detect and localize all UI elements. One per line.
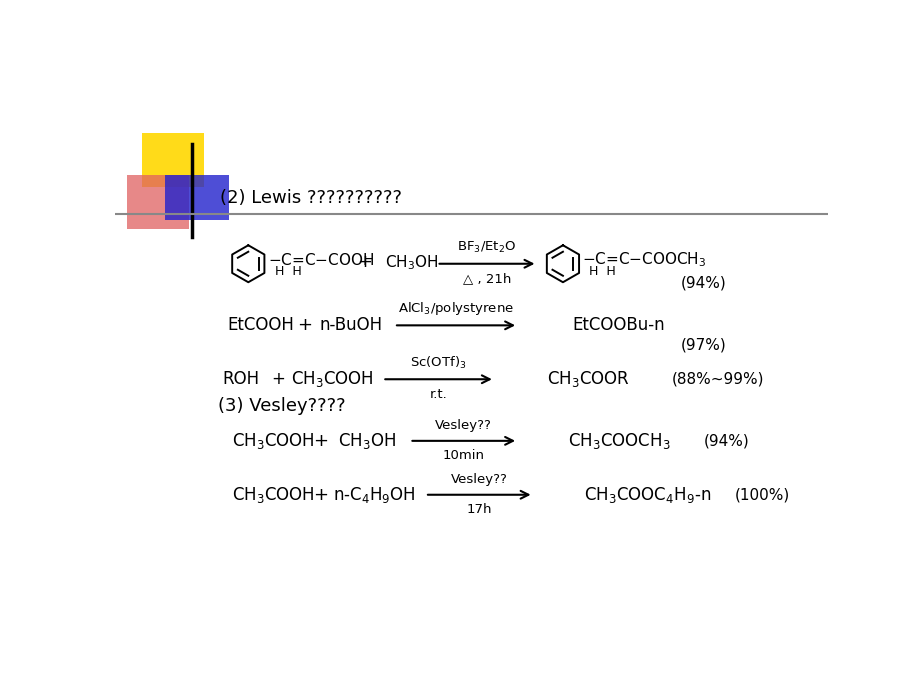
Text: CH$_3$COOCH$_3$: CH$_3$COOCH$_3$ (568, 431, 670, 451)
Text: 17h: 17h (466, 503, 492, 516)
Text: n-C$_4$H$_9$OH: n-C$_4$H$_9$OH (333, 485, 415, 505)
Text: ROH: ROH (222, 371, 259, 388)
Text: Vesley??: Vesley?? (435, 420, 492, 433)
Text: EtCOOBu-n: EtCOOBu-n (572, 316, 664, 335)
Bar (127, 175, 188, 229)
Text: r.t.: r.t. (429, 388, 447, 401)
Text: Vesley??: Vesley?? (450, 473, 507, 486)
Text: △ , 21h: △ , 21h (462, 273, 511, 285)
Text: +: + (312, 486, 327, 504)
Text: EtCOOH: EtCOOH (227, 316, 294, 335)
Text: CH$_3$COOH: CH$_3$COOH (233, 431, 315, 451)
Text: AlCl$_3$/polystyrene: AlCl$_3$/polystyrene (398, 300, 514, 317)
Text: +: + (270, 371, 284, 388)
Text: (100%): (100%) (734, 487, 789, 502)
Text: (97%): (97%) (680, 337, 726, 352)
Text: n-BuOH: n-BuOH (320, 316, 382, 335)
Text: +: + (357, 253, 371, 271)
Text: 10min: 10min (442, 449, 484, 462)
Text: BF$_3$/Et$_2$O: BF$_3$/Et$_2$O (457, 240, 516, 255)
Bar (165, 175, 229, 220)
Text: (94%): (94%) (703, 433, 749, 448)
Text: (3) Vesley????: (3) Vesley???? (218, 397, 346, 415)
Text: +: + (312, 432, 327, 450)
Text: Sc(OTf)$_3$: Sc(OTf)$_3$ (410, 355, 466, 371)
Text: (94%): (94%) (680, 275, 726, 290)
Text: $-$C=C$-$COOH: $-$C=C$-$COOH (267, 252, 373, 268)
Text: CH$_3$OH: CH$_3$OH (337, 431, 395, 451)
Text: +: + (297, 316, 312, 335)
Text: (2) Lewis ??????????: (2) Lewis ?????????? (220, 189, 402, 207)
Text: H  H: H H (589, 265, 616, 278)
Bar (142, 133, 204, 187)
Text: CH$_3$COOC$_4$H$_9$-n: CH$_3$COOC$_4$H$_9$-n (584, 485, 710, 505)
Text: CH$_3$COOH: CH$_3$COOH (233, 485, 315, 505)
Text: (88%~99%): (88%~99%) (671, 372, 763, 387)
Text: $-$C=C$-$COOCH$_3$: $-$C=C$-$COOCH$_3$ (582, 250, 706, 269)
Text: CH$_3$COOR: CH$_3$COOR (547, 369, 630, 389)
Text: H  H: H H (275, 265, 301, 278)
Text: CH$_3$OH: CH$_3$OH (384, 253, 437, 272)
Text: CH$_3$COOH: CH$_3$COOH (290, 369, 373, 389)
